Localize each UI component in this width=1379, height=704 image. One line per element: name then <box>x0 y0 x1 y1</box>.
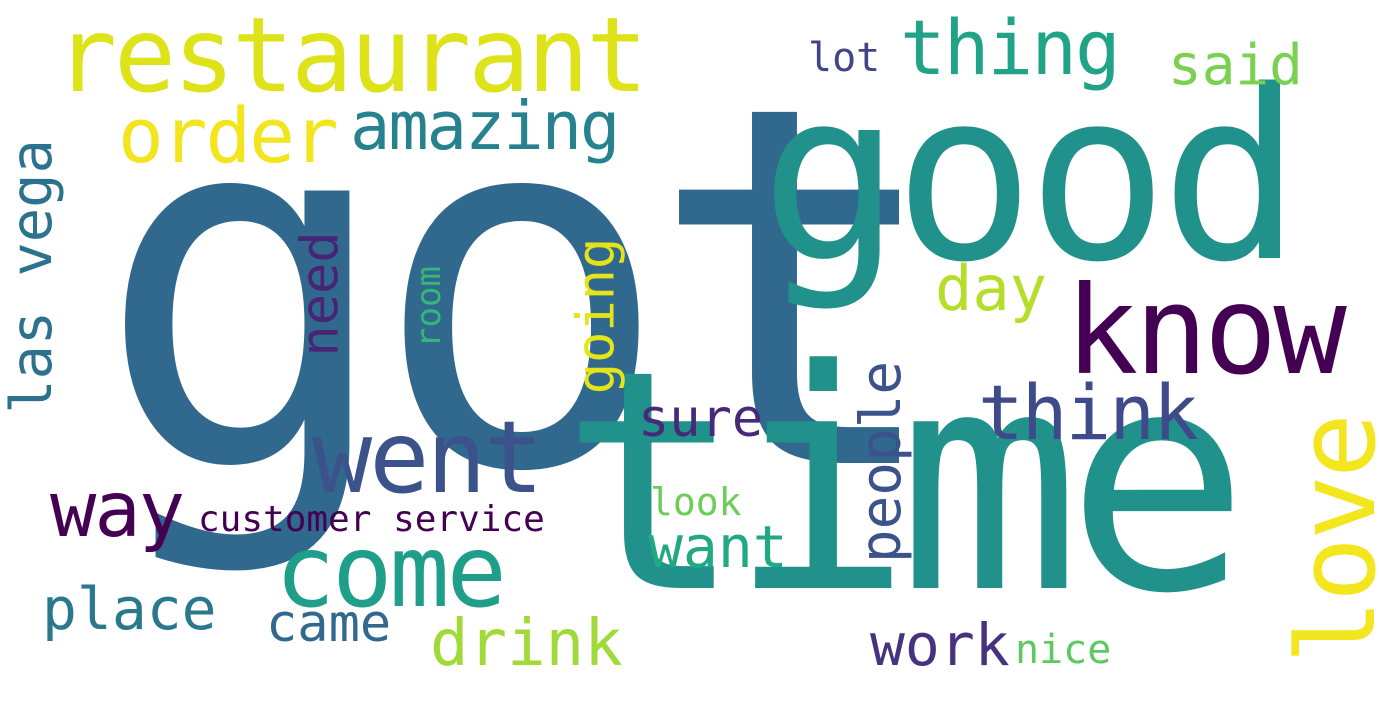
word-love: love <box>1275 415 1379 665</box>
word-think: think <box>978 368 1199 457</box>
word-want: want <box>648 513 788 581</box>
word-come: come <box>275 513 507 630</box>
word-drink: drink <box>430 607 623 681</box>
word-thing: thing <box>900 3 1121 92</box>
word-said: said <box>1168 33 1303 98</box>
word-lot: lot <box>808 35 881 81</box>
word-restaurant: restaurant <box>55 0 648 116</box>
word-need: need <box>290 231 351 357</box>
word-order: order <box>118 91 339 180</box>
word-las-vega: las vega <box>0 139 65 414</box>
word-came: came <box>266 594 392 654</box>
word-look: look <box>650 480 742 524</box>
word-customer-service: customer service <box>198 499 545 540</box>
word-work: work <box>870 611 1010 679</box>
word-good: good <box>760 41 1302 314</box>
word-room: room <box>408 266 449 348</box>
word-people: people <box>849 360 915 564</box>
word-way: way <box>50 466 185 555</box>
word-know: know <box>1065 260 1347 402</box>
word-nice: nice <box>1015 627 1112 673</box>
word-went: went <box>312 399 544 516</box>
word-time: time <box>560 305 1250 660</box>
word-day: day <box>935 252 1047 325</box>
word-got: got <box>95 0 948 581</box>
word-going: going <box>566 237 627 395</box>
word-amazing: amazing <box>350 87 620 165</box>
word-place: place <box>42 575 217 643</box>
word-sure: sure <box>638 389 764 449</box>
